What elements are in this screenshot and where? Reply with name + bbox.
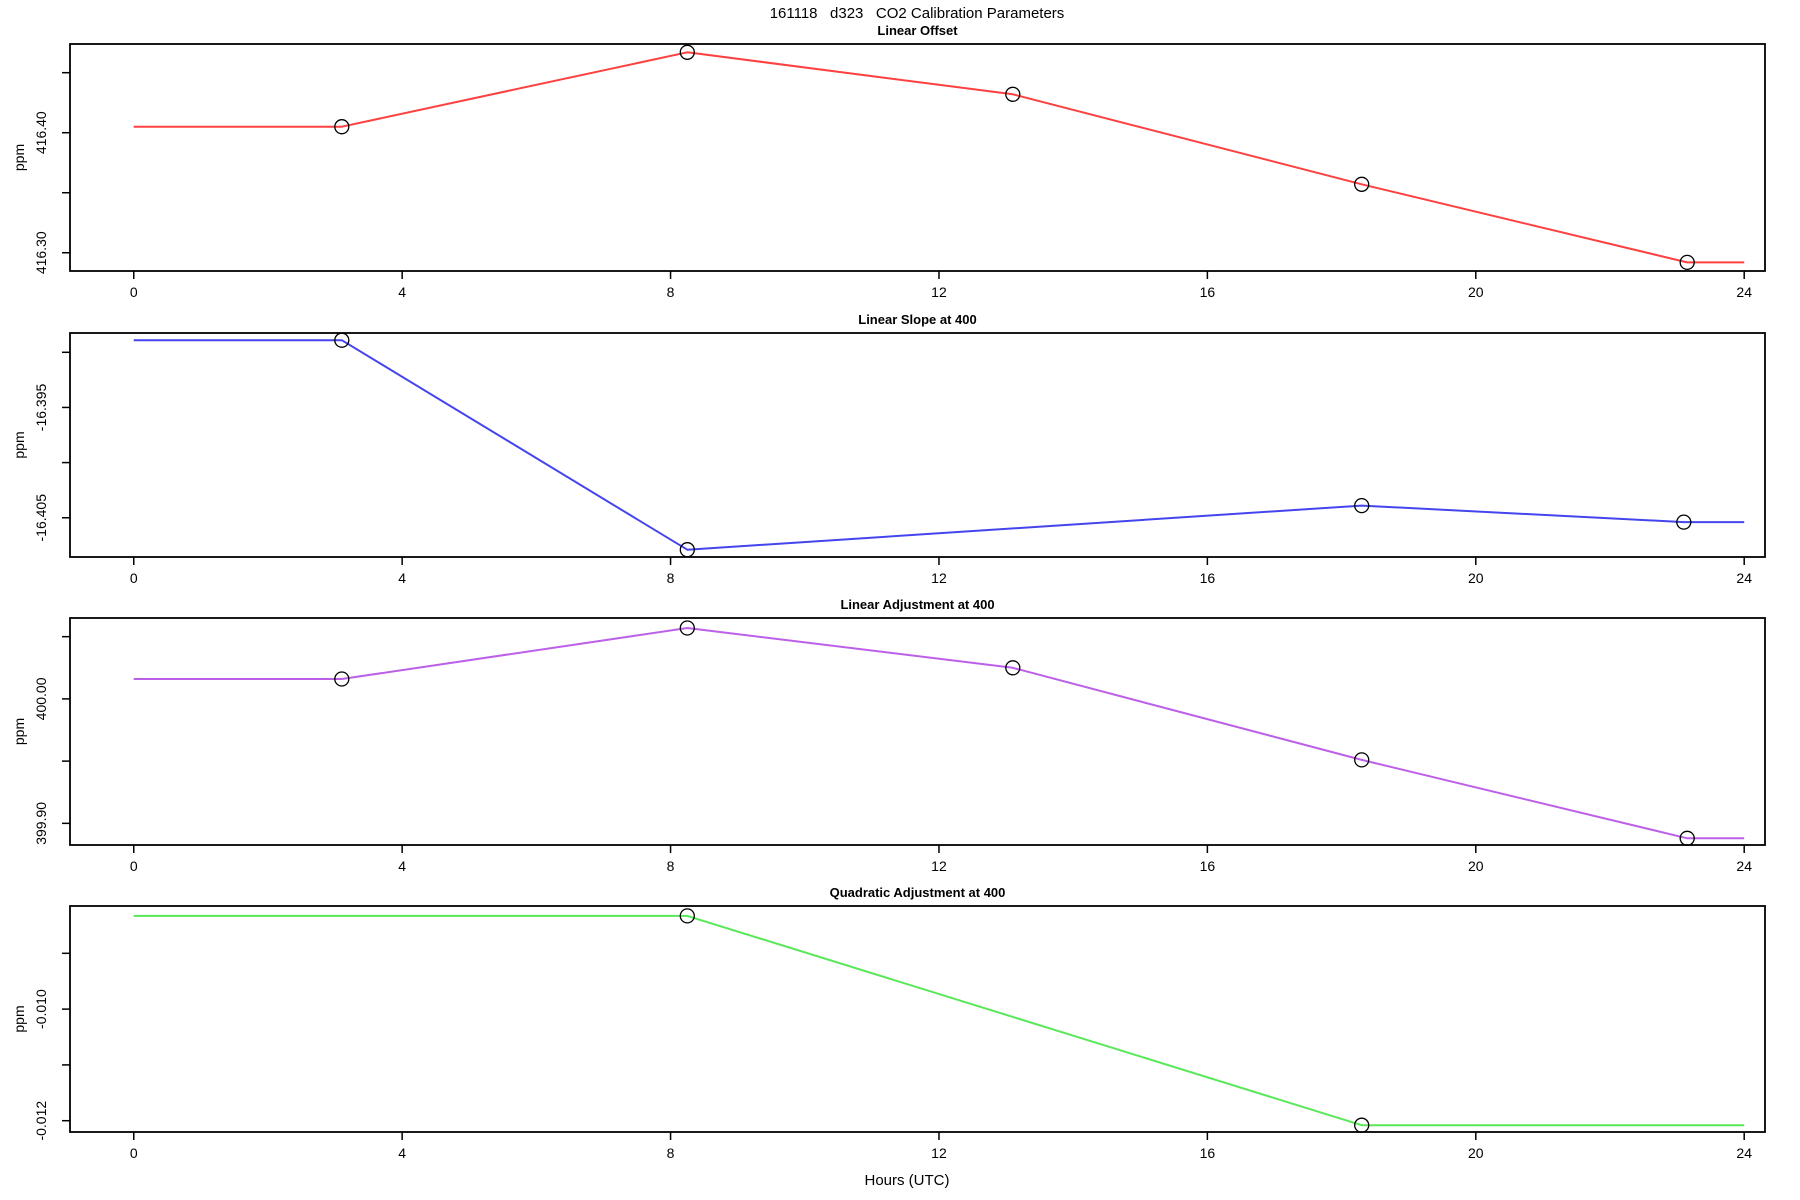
x-tick-label: 12	[931, 1145, 947, 1161]
data-point-marker	[334, 332, 350, 348]
x-tick-label: 16	[1200, 284, 1216, 300]
x-tick-label: 4	[398, 858, 406, 874]
series-line	[133, 51, 1745, 264]
data-point-marker	[679, 620, 695, 636]
x-tick-label: 24	[1736, 570, 1752, 586]
x-tick-label: 12	[931, 858, 947, 874]
x-tick-label: 24	[1736, 858, 1752, 874]
data-point-marker	[1005, 86, 1021, 102]
data-point-marker	[334, 119, 350, 135]
y-tick-label: -16.405	[33, 494, 49, 542]
y-tick-label: -0.012	[33, 1101, 49, 1141]
x-tick-label: 16	[1200, 858, 1216, 874]
panel-quadratic-adjustment-at-400: Quadratic Adjustment at 400 0 4 8 12 16 20 24 -0…	[11, 885, 1766, 1161]
panel-linear-adjustment-at-400: Linear Adjustment at 400 0 4 8 12 16 20 24 399.9…	[11, 597, 1766, 874]
data-point-marker	[1679, 254, 1695, 271]
x-tick-label: 8	[667, 284, 675, 300]
data-point-marker	[679, 44, 695, 60]
series-line	[133, 914, 1745, 1127]
panel-title: Linear Offset	[877, 23, 958, 38]
x-tick-label: 8	[667, 570, 675, 586]
data-point-marker	[1676, 514, 1692, 530]
data-point-marker	[679, 542, 695, 558]
data-point-marker	[679, 908, 695, 924]
x-tick-label: 16	[1200, 1145, 1216, 1161]
data-point-marker	[334, 671, 350, 687]
x-tick-label: 4	[398, 570, 406, 586]
x-tick-label: 20	[1468, 1145, 1484, 1161]
series-line	[133, 627, 1745, 840]
data-point-marker	[1005, 660, 1021, 676]
data-point-marker	[1354, 752, 1370, 768]
x-tick-label: 20	[1468, 858, 1484, 874]
x-tick-label: 0	[130, 570, 138, 586]
y-tick-label: -0.010	[33, 989, 49, 1029]
x-tick-label: 20	[1468, 570, 1484, 586]
x-tick-label: 0	[130, 1145, 138, 1161]
x-tick-label: 8	[667, 1145, 675, 1161]
data-point-marker	[1354, 1117, 1370, 1133]
panel-title: Linear Slope at 400	[858, 312, 977, 327]
data-point-marker	[1354, 176, 1370, 192]
x-axis-title: Hours (UTC)	[864, 1172, 950, 1189]
panel-linear-offset: Linear Offset 0 4 8 12 16 20 24 416.30 416.40 ppm	[11, 23, 1766, 300]
x-tick-label: 16	[1200, 570, 1216, 586]
x-tick-label: 0	[130, 858, 138, 874]
x-tick-label: 20	[1468, 284, 1484, 300]
y-axis-label: ppm	[11, 144, 27, 171]
y-tick-label: 416.30	[33, 231, 49, 274]
page-title: 161118 d323 CO2 Calibration Parameters	[769, 5, 1065, 22]
plot-box	[69, 332, 1766, 558]
x-tick-label: 4	[398, 1145, 406, 1161]
x-tick-label: 8	[667, 858, 675, 874]
panel-linear-slope-at-400: Linear Slope at 400 0 4 8 12 16 20 24 -16.405 -16…	[11, 312, 1766, 586]
x-tick-label: 24	[1736, 1145, 1752, 1161]
y-tick-label: 400.00	[33, 677, 49, 720]
y-tick-label: -16.395	[33, 383, 49, 431]
y-tick-label: 416.40	[33, 111, 49, 154]
x-tick-label: 12	[931, 570, 947, 586]
data-point-marker	[1679, 830, 1695, 846]
x-tick-label: 12	[931, 284, 947, 300]
panel-title: Quadratic Adjustment at 400	[830, 885, 1006, 900]
y-axis-label: ppm	[11, 718, 27, 745]
x-tick-label: 0	[130, 284, 138, 300]
series-line	[133, 339, 1745, 551]
data-point-marker	[1354, 497, 1370, 514]
y-axis-label: ppm	[11, 1005, 27, 1032]
x-tick-label: 4	[398, 284, 406, 300]
plot-box	[69, 43, 1766, 272]
x-tick-label: 24	[1736, 284, 1752, 300]
plot-box	[69, 905, 1766, 1133]
plot-box	[69, 617, 1766, 846]
panel-title: Linear Adjustment at 400	[840, 597, 994, 612]
y-axis-label: ppm	[11, 431, 27, 458]
y-tick-label: 399.90	[33, 802, 49, 845]
